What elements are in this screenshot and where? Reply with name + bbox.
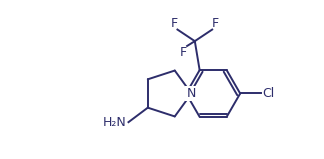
Text: Cl: Cl [262,87,275,100]
Text: F: F [212,17,219,30]
Text: F: F [170,17,178,30]
Text: N: N [187,87,196,100]
Text: F: F [180,46,187,59]
Text: H₂N: H₂N [103,116,127,129]
